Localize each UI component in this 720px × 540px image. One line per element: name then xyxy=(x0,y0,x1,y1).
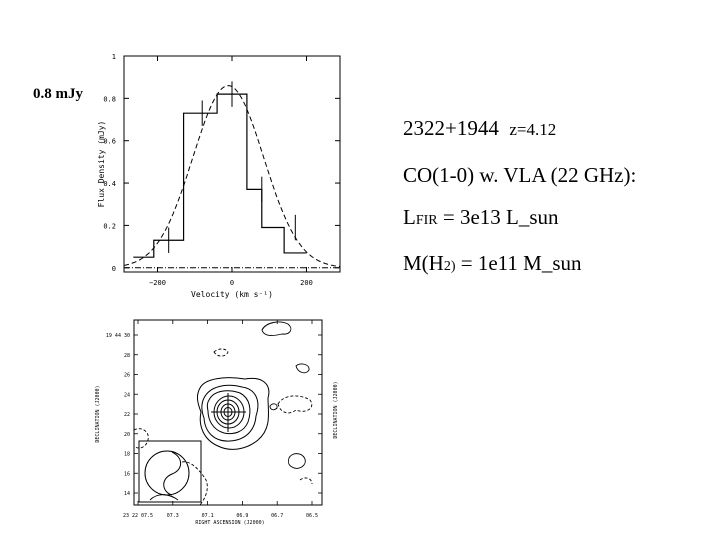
map-x-axis-label: RIGHT ASCENSION (J2000) xyxy=(195,520,264,526)
beam-box xyxy=(138,440,202,503)
beam-ellipse xyxy=(144,450,190,496)
spectrum-x-tick-label: 200 xyxy=(300,279,313,287)
redshift: z=4.12 xyxy=(509,120,557,139)
lfir-subscript: FIR xyxy=(415,213,438,228)
contour-bottom-left-a xyxy=(181,461,208,506)
contour-right xyxy=(277,395,313,414)
map-y-tick-label: 24 xyxy=(124,392,130,398)
mass-prefix: M(H xyxy=(403,251,444,275)
map-y-tick-label: 28 xyxy=(124,353,130,359)
contour-bottom-right xyxy=(288,453,306,469)
spectrum-y-tick-label: 0 xyxy=(112,265,116,273)
source-name: 2322+1944 xyxy=(403,116,499,140)
contour-top-mid xyxy=(213,348,229,357)
observation-line: CO(1-0) w. VLA (22 GHz): xyxy=(403,163,637,187)
map-y-tick-label: 22 xyxy=(124,412,130,418)
contour-map-panel: 19 44 30 28 26 24 22 20 18 16 14 23 22 07.5 07.3 0… xyxy=(95,319,339,526)
contour-right-small xyxy=(269,403,278,411)
map-y-tick-label: 18 xyxy=(124,452,130,458)
spectrum-x-tick-label: 0 xyxy=(230,279,234,287)
beam-inner-curve xyxy=(163,451,182,496)
mass-value: = 1e11 M_sun xyxy=(455,251,582,275)
noise-contours xyxy=(133,321,313,506)
spectrum-y-tick-label: 0.6 xyxy=(103,138,116,146)
map-y-tick-label: 16 xyxy=(124,471,130,477)
map-x-tick-label: 06.7 xyxy=(271,513,283,519)
contour-upper-right xyxy=(295,363,310,374)
contour-top-right xyxy=(261,321,292,336)
map-y-ticks: 19 44 30 28 26 24 22 20 18 16 14 xyxy=(106,333,322,497)
map-y-tick-label: 14 xyxy=(124,491,130,497)
map-y-tick-label: 26 xyxy=(124,373,130,379)
map-y-axis-label-left: DECLINATION (J2000) xyxy=(95,385,101,442)
contour-level-1 xyxy=(197,377,270,450)
spectrum-y-ticks: 0 0.2 0.4 0.6 0.8 1 xyxy=(103,53,340,273)
lfir-value: = 3e13 L_sun xyxy=(437,205,559,229)
source-contours xyxy=(197,377,270,450)
flux-level-label: 0.8 mJy xyxy=(33,86,83,102)
map-x-tick-label: 07.1 xyxy=(202,513,214,519)
map-x-tick-label: 07.3 xyxy=(167,513,179,519)
spectrum-x-axis-label: Velocity (km s⁻¹) xyxy=(191,290,273,299)
contour-level-2 xyxy=(201,384,259,442)
lfir-line: LFIR = 3e13 L_sun xyxy=(403,205,559,230)
contour-bottom-left-b xyxy=(149,494,179,501)
map-x-tick-label: 23 22 07.5 xyxy=(123,513,153,519)
contour-left xyxy=(133,428,149,449)
map-y-tick-label: 20 xyxy=(124,432,130,438)
map-y-axis-label-right: DECLINATION (J2000) xyxy=(333,381,339,438)
map-frame xyxy=(133,319,323,506)
beam-indicator xyxy=(138,440,202,503)
source-name-line: 2322+1944 z=4.12 xyxy=(403,116,556,141)
error-bars xyxy=(168,81,296,253)
spectrum-y-tick-label: 1 xyxy=(112,53,116,61)
spectrum-y-axis-label: Flux Density (mJy) xyxy=(97,121,106,208)
spectrum-x-tick-label: −200 xyxy=(149,279,166,287)
map-x-tick-label: 06.9 xyxy=(236,513,248,519)
spectrum-y-tick-label: 0.8 xyxy=(103,95,116,103)
spectrum-y-tick-label: 0.2 xyxy=(103,222,116,230)
spectrum-histogram xyxy=(133,93,307,258)
mass-line: M(H2) = 1e11 M_sun xyxy=(403,251,582,276)
spectrum-panel: 0 0.2 0.4 0.6 0.8 1 −200 0 200 Velocity (km s⁻¹… xyxy=(97,53,341,299)
contour-bottom-right-low xyxy=(299,477,313,485)
map-x-tick-label: 06.5 xyxy=(306,513,318,519)
spectrum-y-tick-label: 0.4 xyxy=(103,180,116,188)
map-y-tick-label: 19 44 30 xyxy=(106,333,130,339)
gaussian-fit xyxy=(123,85,341,267)
mass-subscript: 2) xyxy=(443,259,456,274)
source-cross xyxy=(211,393,246,432)
contour-level-3 xyxy=(206,390,251,435)
lfir-prefix: L xyxy=(403,205,416,229)
